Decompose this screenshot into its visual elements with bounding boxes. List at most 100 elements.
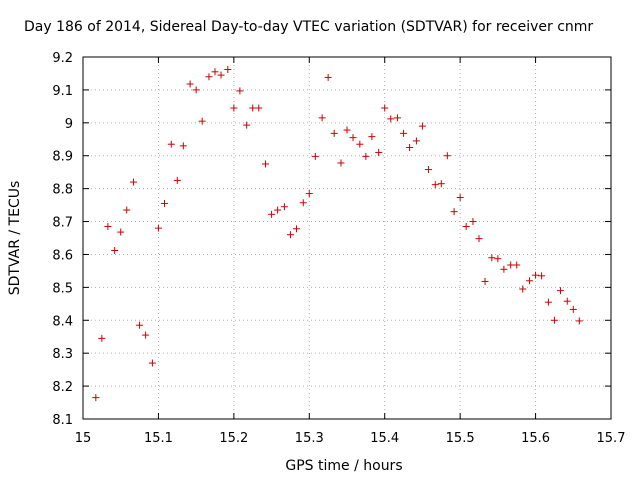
data-point: [173, 176, 181, 184]
data-point: [305, 190, 313, 198]
data-point: [262, 160, 270, 168]
data-point: [375, 148, 383, 156]
data-point: [475, 235, 483, 243]
data-point: [217, 71, 225, 79]
data-point: [381, 104, 389, 112]
data-point: [104, 222, 112, 230]
data-point: [148, 359, 156, 367]
data-point: [538, 272, 546, 280]
data-point: [186, 80, 194, 88]
y-tick-label: 8.1: [52, 413, 73, 428]
data-points: [92, 66, 583, 402]
x-axis-label: GPS time / hours: [285, 458, 402, 474]
data-point: [550, 316, 558, 324]
y-tick-label: 8.8: [52, 183, 73, 198]
grid: [83, 57, 611, 419]
data-point: [500, 265, 508, 273]
y-tick-label: 8.6: [52, 248, 73, 263]
data-point: [280, 203, 288, 211]
data-point: [274, 206, 282, 214]
data-point: [437, 180, 445, 188]
data-point: [356, 140, 364, 148]
data-point: [255, 104, 263, 112]
x-tick-label: 15.1: [144, 431, 173, 446]
data-point: [268, 210, 276, 218]
data-point: [224, 66, 232, 74]
data-point: [362, 152, 370, 160]
data-point: [92, 394, 100, 402]
tick-labels: 15 15.1 15.2 15.3 15.4 15.5 15.6 15.7 8.1 8.2 8.3 8…: [52, 51, 625, 446]
data-point: [387, 115, 395, 123]
y-tick-label: 9.1: [52, 84, 73, 99]
data-point: [230, 104, 238, 112]
data-point: [563, 297, 571, 305]
data-point: [575, 317, 583, 325]
data-point: [526, 277, 534, 285]
data-point: [123, 206, 131, 214]
y-tick-label: 9: [65, 117, 73, 132]
data-point: [431, 181, 439, 189]
data-point: [456, 194, 464, 202]
x-tick-label: 15.3: [295, 431, 324, 446]
data-point: [488, 254, 496, 262]
data-point: [117, 228, 125, 236]
data-point: [469, 218, 477, 226]
data-point: [142, 331, 150, 339]
x-tick-label: 15: [75, 431, 92, 446]
x-tick-label: 15.7: [597, 431, 626, 446]
y-tick-label: 8.4: [52, 314, 73, 329]
data-point: [462, 222, 470, 230]
data-point: [236, 87, 244, 95]
data-point: [481, 277, 489, 285]
data-point: [98, 334, 106, 342]
data-point: [311, 152, 319, 160]
data-point: [337, 159, 345, 167]
data-point: [406, 144, 414, 151]
x-tick-label: 15.2: [219, 431, 248, 446]
data-point: [205, 73, 213, 81]
data-point: [243, 121, 251, 129]
data-point: [192, 86, 200, 94]
x-tick-label: 15.5: [446, 431, 475, 446]
data-point: [160, 199, 168, 207]
data-point: [418, 122, 426, 130]
data-point: [556, 287, 564, 295]
data-point: [136, 321, 144, 329]
data-point: [412, 137, 420, 145]
data-point: [519, 285, 527, 293]
data-point: [324, 73, 332, 81]
data-point: [179, 142, 187, 150]
y-tick-label: 8.2: [52, 380, 73, 395]
data-point: [299, 199, 307, 207]
y-tick-label: 8.7: [52, 216, 73, 231]
data-point: [394, 114, 402, 122]
data-point: [343, 126, 351, 134]
data-point: [318, 114, 326, 122]
data-point: [292, 225, 300, 233]
data-point: [211, 68, 219, 76]
data-point: [349, 134, 357, 142]
data-point: [443, 152, 451, 160]
x-tick-label: 15.6: [521, 431, 550, 446]
data-point: [330, 129, 338, 137]
x-tick-label: 15.4: [370, 431, 399, 446]
plot-frame: [82, 56, 612, 420]
data-point: [368, 133, 376, 141]
data-point: [494, 255, 502, 263]
data-point: [286, 231, 294, 239]
data-point: [130, 178, 138, 186]
y-tick-label: 8.5: [52, 281, 73, 296]
data-point: [400, 129, 408, 137]
data-point: [513, 261, 521, 269]
data-point: [569, 305, 577, 313]
data-point: [167, 140, 175, 148]
y-tick-label: 8.3: [52, 347, 73, 362]
axis-ticks: [82, 56, 612, 420]
data-point: [154, 224, 162, 232]
data-point: [507, 261, 515, 269]
data-point: [249, 104, 257, 112]
chart-title: Day 186 of 2014, Sidereal Day-to-day VTE…: [24, 19, 593, 35]
y-tick-label: 9.2: [52, 51, 73, 66]
data-point: [198, 117, 206, 125]
